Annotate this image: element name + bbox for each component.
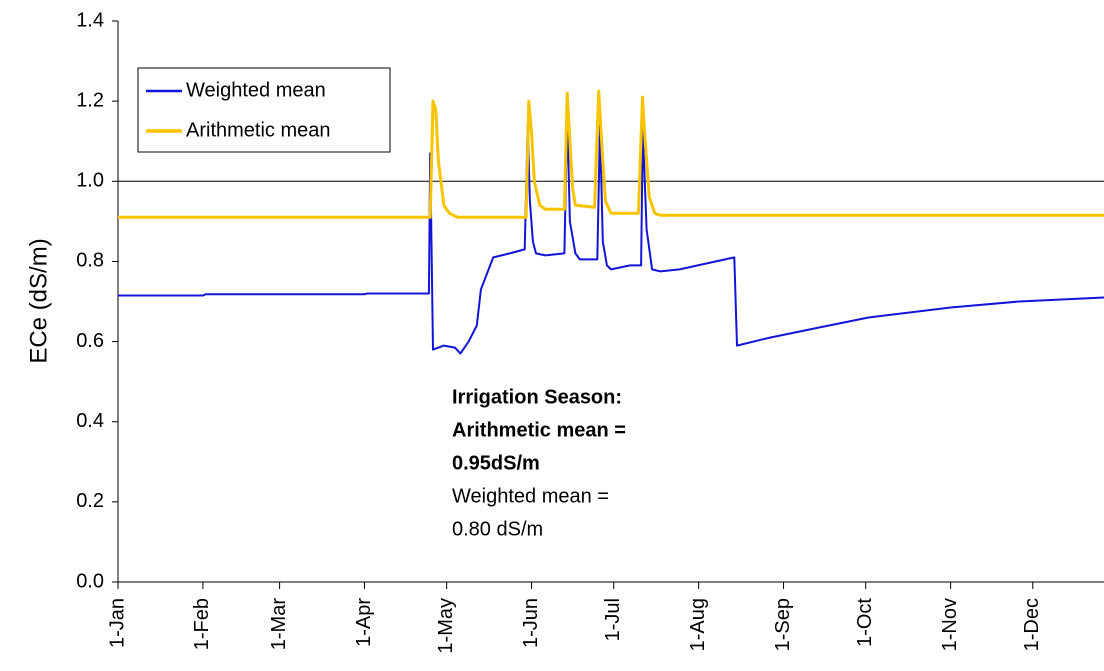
legend-label: Weighted mean — [186, 79, 326, 101]
x-tick-label: 1-May — [435, 598, 457, 654]
y-tick-label: 0.4 — [76, 410, 104, 432]
x-tick-label: 1-Oct — [854, 598, 876, 647]
legend-box — [137, 67, 391, 153]
y-tick-label: 0.8 — [76, 250, 104, 272]
annotation: Irrigation Season: — [452, 386, 622, 408]
annotation: 0.95dS/m — [452, 452, 540, 474]
y-tick-label: 0.2 — [76, 490, 104, 512]
annotation: 0.80 dS/m — [452, 518, 543, 540]
series-line — [118, 89, 1104, 219]
annotation: Weighted mean = — [452, 485, 609, 507]
y-tick-label: 1.2 — [76, 89, 104, 111]
x-tick-label: 1-Jan — [106, 598, 128, 648]
y-tick-label: 0.6 — [76, 330, 104, 352]
y-tick-label: 1.4 — [76, 9, 104, 31]
x-tick-label: 1-Sep — [772, 598, 794, 651]
y-tick-label: 0.0 — [76, 570, 104, 592]
x-tick-label: 1-Nov — [939, 598, 961, 651]
x-tick-label: 1-Jul — [602, 598, 624, 641]
x-tick-label: 1-Jun — [520, 598, 542, 648]
y-axis-label: ECe (dS/m) — [25, 238, 52, 363]
y-tick-label: 1.0 — [76, 170, 104, 192]
x-tick-label: 1-Mar — [268, 598, 290, 651]
legend-label: Arithmetic mean — [186, 119, 331, 141]
x-tick-label: 1-Feb — [191, 598, 213, 650]
x-tick-label: 1-Aug — [687, 598, 709, 651]
x-tick-label: 1-Dec — [1021, 598, 1043, 651]
annotation: Arithmetic mean = — [452, 419, 626, 441]
x-tick-label: 1-Apr — [353, 598, 375, 647]
